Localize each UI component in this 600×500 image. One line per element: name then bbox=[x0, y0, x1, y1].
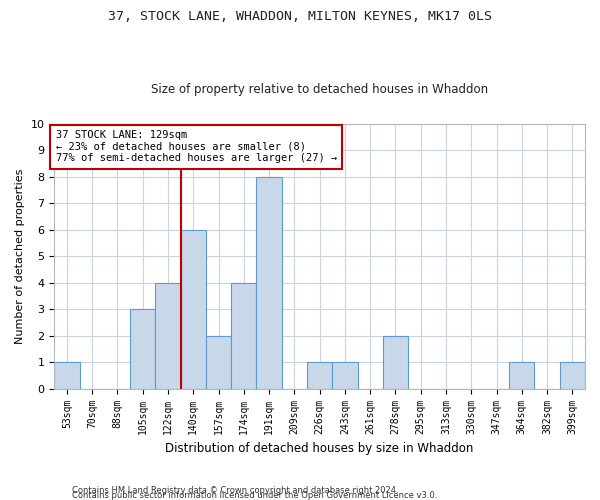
Bar bbox=[231, 282, 256, 389]
Bar bbox=[383, 336, 408, 388]
Bar bbox=[54, 362, 80, 388]
Bar bbox=[155, 282, 181, 389]
Bar bbox=[181, 230, 206, 388]
Text: 37, STOCK LANE, WHADDON, MILTON KEYNES, MK17 0LS: 37, STOCK LANE, WHADDON, MILTON KEYNES, … bbox=[108, 10, 492, 23]
Bar bbox=[130, 309, 155, 388]
Bar bbox=[332, 362, 358, 388]
Bar bbox=[307, 362, 332, 388]
Bar bbox=[509, 362, 535, 388]
Bar bbox=[206, 336, 231, 388]
Text: Contains HM Land Registry data © Crown copyright and database right 2024.: Contains HM Land Registry data © Crown c… bbox=[72, 486, 398, 495]
Text: 37 STOCK LANE: 129sqm
← 23% of detached houses are smaller (8)
77% of semi-detac: 37 STOCK LANE: 129sqm ← 23% of detached … bbox=[56, 130, 337, 164]
Y-axis label: Number of detached properties: Number of detached properties bbox=[15, 168, 25, 344]
Bar bbox=[560, 362, 585, 388]
Bar bbox=[256, 176, 282, 388]
X-axis label: Distribution of detached houses by size in Whaddon: Distribution of detached houses by size … bbox=[166, 442, 474, 455]
Title: Size of property relative to detached houses in Whaddon: Size of property relative to detached ho… bbox=[151, 83, 488, 96]
Text: Contains public sector information licensed under the Open Government Licence v3: Contains public sector information licen… bbox=[72, 491, 437, 500]
